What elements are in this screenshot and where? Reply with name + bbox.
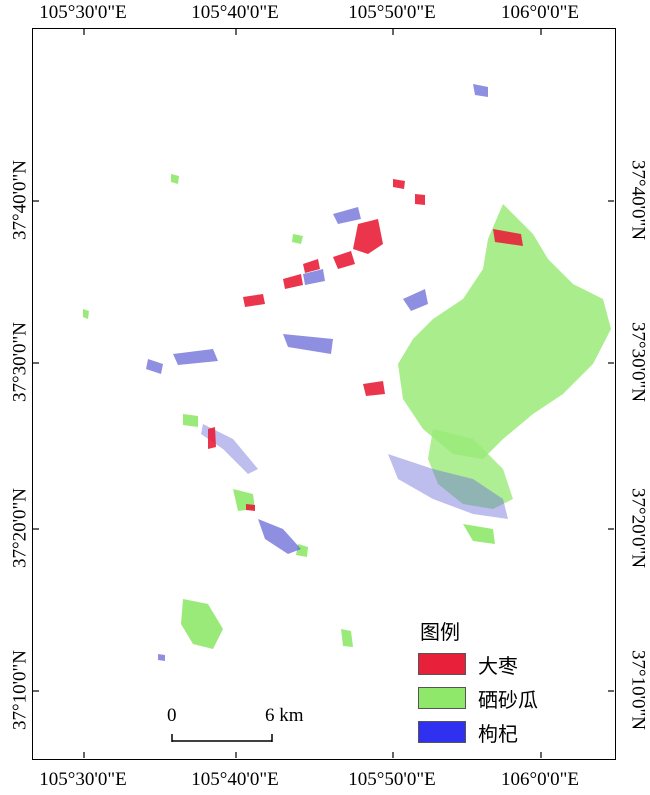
top-lon-label-2: 105°40'0"E: [191, 2, 279, 23]
bottom-lon-label-1: 105°30'0"E: [39, 769, 127, 790]
legend-label-melon: 硒砂瓜: [478, 687, 538, 712]
legend-item-wolfberry: 枸杞: [418, 717, 568, 747]
map-canvas: [33, 29, 614, 758]
bottom-lon-label-2: 105°40'0"E: [191, 769, 279, 790]
legend-item-jujube: 大枣: [418, 649, 568, 679]
top-lon-label-1: 105°30'0"E: [39, 2, 127, 23]
left-lat-label-1: 37°40'0"N: [9, 160, 31, 240]
scale-bar: 0 6 km: [165, 705, 325, 745]
legend-label-wolfberry: 枸杞: [478, 721, 518, 746]
green-swatch-icon: [418, 687, 466, 709]
bottom-lon-label-3: 105°50'0"E: [348, 769, 436, 790]
left-lat-label-2: 37°30'0"N: [9, 322, 31, 402]
left-lat-label-4: 37°10'0"N: [9, 650, 31, 730]
right-lat-label-2: 37°30'0"N: [627, 322, 649, 402]
legend-label-jujube: 大枣: [478, 653, 518, 678]
red-swatch-icon: [418, 653, 466, 675]
left-lat-label-3: 37°20'0"N: [9, 488, 31, 568]
legend: 图例 大枣 硒砂瓜 枸杞: [418, 616, 568, 747]
top-lon-label-3: 105°50'0"E: [348, 2, 436, 23]
right-lat-label-1: 37°40'0"N: [627, 160, 649, 240]
top-lon-label-4: 106°0'0"E: [501, 2, 579, 23]
blue-swatch-icon: [418, 721, 466, 743]
scale-end-label: 6 km: [265, 705, 304, 726]
tick-marks: [33, 29, 614, 758]
jujube-regions: [208, 179, 523, 511]
bottom-lon-label-4: 106°0'0"E: [501, 769, 579, 790]
scale-start-label: 0: [167, 705, 177, 726]
right-lat-label-4: 37°10'0"N: [627, 650, 649, 730]
map-frame: [32, 28, 616, 760]
legend-title: 图例: [420, 620, 460, 644]
legend-item-melon: 硒砂瓜: [418, 683, 568, 713]
melon-regions: [83, 174, 611, 649]
scale-bar-line: [171, 734, 273, 742]
right-lat-label-3: 37°20'0"N: [627, 488, 649, 568]
